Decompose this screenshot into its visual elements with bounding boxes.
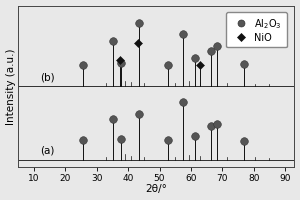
Text: (b): (b) [40, 72, 55, 82]
Legend: Al$_2$O$_3$, NiO: Al$_2$O$_3$, NiO [226, 12, 287, 47]
Y-axis label: Intensity (a.u.): Intensity (a.u.) [6, 48, 16, 125]
Text: (a): (a) [40, 146, 55, 156]
X-axis label: 2θ/°: 2θ/° [146, 184, 167, 194]
